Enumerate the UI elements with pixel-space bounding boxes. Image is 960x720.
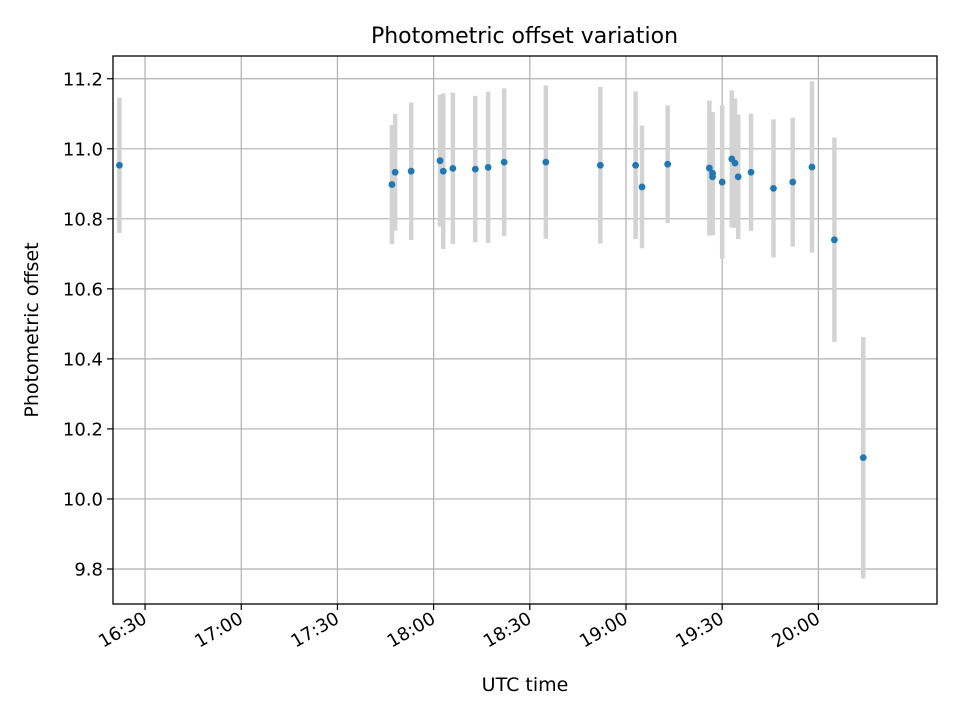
y-tick-label: 11.0 bbox=[63, 139, 103, 160]
x-axis-ticks: 16:30 17:00 17:30 18:00 18:30 19:00 19:30 20:00 bbox=[95, 604, 824, 652]
data-point bbox=[500, 158, 508, 166]
data-point bbox=[747, 168, 755, 176]
grid-lines bbox=[113, 56, 937, 604]
data-point bbox=[449, 165, 457, 172]
x-tick-label: 18:00 bbox=[384, 608, 439, 652]
y-axis-label: Photometric offset bbox=[21, 242, 43, 417]
x-axis-label: UTC time bbox=[482, 674, 569, 696]
data-point bbox=[734, 173, 742, 181]
data-point bbox=[391, 168, 399, 176]
y-tick-label: 10.6 bbox=[63, 279, 103, 300]
y-axis-ticks: 9.8 10.0 10.2 10.4 10.6 10.8 11.0 11.2 bbox=[63, 69, 113, 580]
data-points bbox=[116, 155, 867, 462]
x-tick-label: 17:30 bbox=[288, 608, 343, 652]
data-point bbox=[808, 163, 816, 171]
data-point bbox=[596, 161, 604, 169]
x-tick-label: 16:30 bbox=[95, 608, 150, 652]
data-point bbox=[859, 454, 867, 462]
y-tick-label: 10.0 bbox=[63, 489, 103, 510]
data-point bbox=[709, 173, 716, 181]
data-point bbox=[388, 181, 396, 188]
data-point bbox=[471, 165, 479, 173]
x-tick-label: 17:00 bbox=[191, 608, 246, 652]
chart-title: Photometric offset variation bbox=[371, 24, 678, 49]
x-tick-label: 19:00 bbox=[576, 608, 631, 652]
error-bars bbox=[117, 81, 866, 579]
data-point bbox=[116, 161, 123, 169]
y-tick-label: 10.4 bbox=[63, 349, 103, 370]
data-point bbox=[439, 167, 447, 175]
data-point bbox=[731, 159, 739, 167]
y-tick-label: 10.2 bbox=[63, 419, 103, 440]
x-tick-label: 19:30 bbox=[672, 608, 727, 652]
data-point bbox=[770, 184, 777, 192]
data-point bbox=[718, 178, 726, 186]
y-tick-label: 10.8 bbox=[63, 209, 103, 230]
data-point bbox=[831, 236, 838, 244]
y-tick-label: 9.8 bbox=[74, 559, 103, 580]
data-point bbox=[407, 167, 415, 175]
data-point bbox=[632, 161, 640, 169]
data-point bbox=[484, 163, 492, 171]
x-tick-label: 18:30 bbox=[480, 608, 535, 652]
y-tick-label: 11.2 bbox=[63, 69, 103, 90]
data-point bbox=[542, 158, 550, 166]
data-point bbox=[638, 183, 646, 191]
data-point bbox=[789, 178, 797, 186]
data-point bbox=[436, 157, 444, 165]
data-point bbox=[664, 160, 672, 168]
data-point bbox=[705, 164, 713, 172]
plot-frame bbox=[112, 55, 938, 605]
x-tick-label: 20:00 bbox=[768, 608, 823, 652]
